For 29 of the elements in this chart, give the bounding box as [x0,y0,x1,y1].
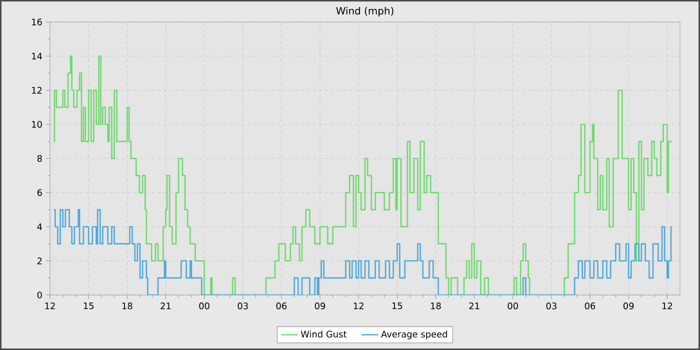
chart-title: Wind (mph) [336,6,394,17]
y-tick-label: 0 [37,292,42,298]
x-tick-label: 18 [122,302,132,310]
x-tick-label: 21 [469,302,480,310]
y-tick-label: 14 [32,52,42,60]
y-tick-label: 2 [37,258,42,264]
x-tick-label: 00 [508,302,518,310]
y-tick-label: 8 [37,155,42,162]
y-tick-label: 12 [32,86,42,94]
x-tick-label: 03 [546,302,556,310]
x-tick-label: 15 [84,302,94,310]
y-tick-label: 6 [37,189,42,196]
legend-label: Wind Gust [300,330,347,338]
x-tick-label: 12 [662,302,672,310]
x-tick-label: 09 [314,302,326,310]
legend-label: Average speed [381,330,447,340]
x-tick-label: 12 [354,302,364,310]
y-tick-label: 16 [32,18,42,26]
x-tick-label: 03 [238,302,248,310]
x-tick-label: 06 [276,302,287,310]
x-tick-label: 06 [584,302,596,310]
x-tick-label: 00 [199,302,210,310]
y-tick-label: 10 [32,120,42,128]
x-tick-label: 21 [160,302,171,310]
x-tick-label: 12 [45,302,55,310]
y-tick-label: 4 [37,223,42,230]
x-tick-label: 15 [392,302,402,310]
x-tick-label: 09 [623,302,634,310]
x-tick-label: 18 [431,302,441,310]
